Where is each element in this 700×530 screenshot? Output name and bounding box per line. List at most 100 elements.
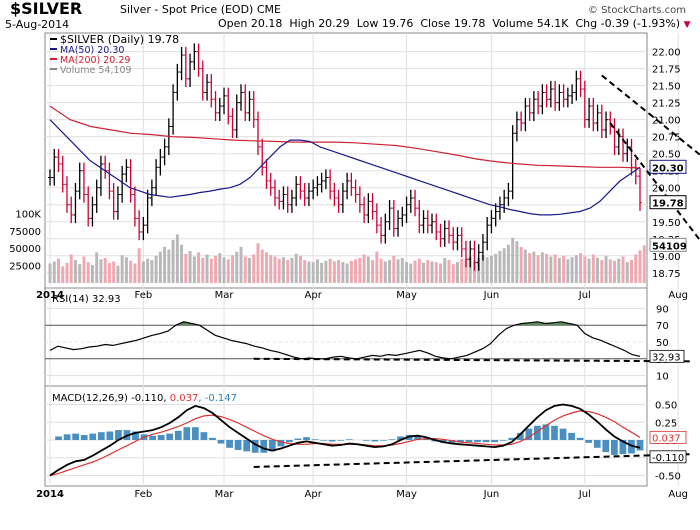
close-current-label-box: [649, 195, 687, 210]
ma200-line: [49, 105, 641, 169]
trend-channel: [601, 74, 700, 242]
volume-bar: [587, 258, 591, 283]
down-arrow-icon: ▼: [683, 20, 691, 30]
macd-histogram-bar: [217, 440, 225, 444]
price-tick-label: 20.50: [652, 150, 681, 161]
volume-bar: [583, 256, 587, 283]
macd-histogram-bar: [72, 433, 80, 440]
macd-histogram-bar: [363, 440, 370, 441]
macd-histogram-bar: [63, 434, 71, 440]
x-tick-label: May: [396, 290, 417, 301]
volume-bar: [400, 257, 404, 283]
macd-histogram-bar: [397, 436, 404, 440]
macd-histogram-bar: [414, 436, 422, 440]
volume-bar: [434, 262, 438, 283]
price-tick-label: 19.50: [652, 218, 681, 229]
volume-bar: [281, 257, 285, 283]
low-value: 19.76: [381, 17, 414, 30]
macd-histogram-bar: [474, 440, 481, 443]
low-label: Low: [356, 17, 379, 30]
macd-signal-box: [649, 430, 687, 444]
volume-bar: [150, 260, 154, 283]
macd-title-part: MACD(12,26,9) -0.110,: [52, 393, 170, 404]
macd-histogram-bar: [534, 425, 541, 440]
rsi-panel-frame: [44, 287, 648, 387]
quote-date: 5-Aug-2014: [5, 18, 70, 31]
volume-current-label: 54109: [652, 241, 687, 252]
volume-bar: [290, 257, 294, 283]
macd-histogram-bar: [602, 440, 610, 453]
volume-tick-label: 50000: [9, 244, 41, 255]
volume-bar: [239, 246, 243, 283]
volume-bar: [392, 255, 396, 283]
price-tick-label: 22.00: [652, 48, 681, 59]
macd-histogram-bar: [106, 431, 114, 440]
close-label: Close: [420, 17, 451, 30]
volume-bar: [243, 256, 247, 283]
high-value: 20.29: [318, 17, 350, 30]
volume-bar: [269, 255, 273, 283]
volume-bar: [549, 256, 553, 283]
volume-bar: [226, 259, 230, 283]
x-tick-label: Mar: [215, 290, 235, 301]
macd-histogram-bar: [328, 440, 336, 442]
macd-histogram-bar: [636, 440, 644, 451]
volume-bar: [362, 254, 366, 283]
macd-histogram-bar: [149, 435, 156, 440]
macd-histogram-bar: [482, 440, 490, 443]
volume-bar: [307, 261, 311, 283]
volume-bar: [366, 256, 370, 283]
ma50-current-label-box: [649, 159, 687, 174]
volume-bar: [167, 249, 171, 283]
moving-average-lines: [49, 105, 641, 216]
x-tick-label: Feb: [135, 290, 153, 301]
volume-bar: [171, 239, 175, 283]
macd-histogram-bar: [405, 435, 413, 440]
volume-bar: [621, 256, 625, 283]
volume-value: 54.1K: [536, 17, 569, 30]
volume-bar: [396, 259, 400, 283]
volume-bar: [264, 252, 268, 283]
macd-histogram-bar: [303, 437, 310, 440]
volume-bar: [95, 252, 99, 283]
volume-bar: [562, 255, 566, 283]
macd-histogram-bar: [286, 440, 293, 443]
x-axis-top: 2014 Feb Mar Apr May Jun Jul Aug: [36, 290, 688, 301]
x-tick-label: 2014: [36, 290, 64, 301]
legend-entry: Volume 54,109: [60, 65, 132, 76]
volume-bar: [596, 257, 600, 283]
macd-histogram-bar: [200, 432, 208, 440]
volume-bar: [405, 262, 409, 283]
macd-signal-line: [49, 410, 641, 477]
volume-bar: [197, 252, 201, 283]
volume-bar: [286, 260, 290, 283]
volume-tick-label: 75000: [9, 227, 41, 238]
volume-bar: [536, 255, 540, 283]
x-tick-label-bottom: Aug: [668, 489, 688, 500]
volume-bar: [324, 260, 328, 283]
x-tick-label-bottom: Feb: [135, 489, 153, 500]
volume-bar: [328, 258, 332, 283]
volume-bar: [570, 257, 574, 283]
rsi-current-box: [649, 349, 685, 363]
legend-entry: MA(200) 20.29: [60, 55, 130, 66]
macd-histogram-bar: [465, 440, 473, 443]
volume-current-label-box: [649, 237, 687, 252]
price-bars: [48, 43, 642, 271]
rsi-tick-label: 10: [656, 372, 669, 383]
volume-bar: [388, 260, 392, 283]
volume-bar: [485, 257, 489, 283]
macd-histogram-bar: [243, 440, 251, 452]
legend-entry: MA(50) 20.30: [60, 45, 124, 56]
macd-histogram-bar: [251, 440, 259, 453]
volume-tick-label: 100K: [15, 209, 41, 220]
close-current-label: 19.78: [652, 199, 684, 210]
volume-bar: [417, 258, 421, 283]
rsi-tick-label: 90: [656, 304, 669, 315]
macd-histogram-bar: [97, 432, 105, 440]
volume-bar: [456, 262, 459, 283]
macd-panel-frame: [44, 385, 648, 487]
macd-histogram-bar: [260, 440, 268, 453]
volume-bar: [260, 249, 264, 283]
